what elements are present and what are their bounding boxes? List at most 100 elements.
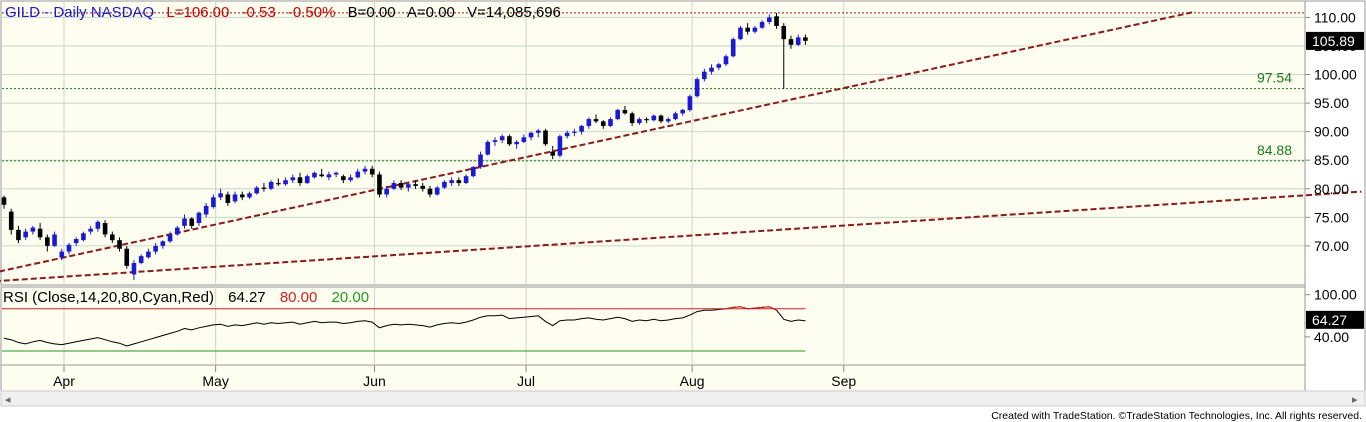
- candlestick: [427, 185, 433, 198]
- candle-body: [781, 25, 787, 40]
- price-tick-label: 85.00: [1314, 152, 1349, 168]
- candle-body: [528, 132, 534, 138]
- candlestick: [442, 180, 447, 189]
- candle-body: [203, 205, 209, 215]
- candlestick: [528, 131, 534, 141]
- chart-header: GILD - Daily NASDAQ L=106.00 -0.53 -0.50…: [5, 4, 561, 21]
- candle-body: [463, 176, 469, 184]
- rsi-line: [3, 306, 806, 347]
- price-tick-label: 110.00: [1314, 9, 1356, 25]
- candle-body: [268, 181, 274, 189]
- candle-body: [59, 251, 65, 258]
- candlestick: [290, 174, 296, 184]
- candle-body: [694, 79, 700, 97]
- axis-labels: AprMayJunJulAugSep110.00105.00100.0095.0…: [53, 9, 1364, 389]
- candlestick: [30, 225, 36, 235]
- horizontal-scrollbar[interactable]: ◂ ▸: [0, 390, 1366, 407]
- candle-body: [564, 132, 570, 137]
- rsi-overbought-segment: [718, 308, 727, 310]
- candlestick: [225, 191, 231, 206]
- candlestick: [420, 183, 426, 192]
- candlestick: [341, 174, 346, 184]
- candle-body: [333, 172, 339, 175]
- candlestick: [16, 225, 21, 244]
- candle-body: [774, 16, 779, 26]
- candlestick: [759, 20, 765, 29]
- candle-body: [131, 263, 137, 275]
- candle-body: [658, 115, 664, 122]
- price-tick-label: 95.00: [1314, 95, 1349, 111]
- candlestick: [702, 68, 707, 82]
- candlestick: [622, 105, 628, 115]
- candle-body: [406, 184, 411, 188]
- candle-body: [629, 113, 635, 124]
- rsi-overbought-segment: [747, 307, 755, 310]
- candle-body: [557, 136, 563, 156]
- candle-body: [550, 151, 556, 156]
- candle-body: [66, 244, 72, 252]
- candle-body: [622, 109, 628, 114]
- candlestick: [492, 137, 498, 146]
- candlesticks: [1, 12, 808, 281]
- candle-body: [680, 109, 685, 114]
- rsi-overbought-segment: [754, 306, 763, 309]
- candlestick: [615, 108, 620, 121]
- candlestick: [788, 35, 794, 49]
- ask-label: A=0.00: [407, 4, 455, 21]
- candle-body: [30, 227, 36, 232]
- candle-body: [745, 27, 750, 32]
- candle-body: [471, 167, 476, 177]
- candlestick: [37, 223, 43, 241]
- candle-body: [730, 39, 736, 57]
- candlestick: [593, 114, 599, 124]
- rsi-tick-label: 100.00: [1314, 287, 1357, 303]
- candle-body: [449, 180, 454, 184]
- volume-label: V=14,085,696: [467, 4, 561, 21]
- candlestick: [658, 114, 664, 124]
- candlestick: [745, 23, 750, 35]
- candlestick: [146, 248, 151, 259]
- candle-body: [73, 239, 79, 244]
- candle-body: [247, 193, 252, 198]
- candlestick: [795, 34, 801, 46]
- candle-body: [369, 168, 375, 175]
- candle-body: [427, 188, 433, 195]
- candlestick: [102, 220, 108, 238]
- candlestick: [600, 120, 606, 129]
- candlestick: [377, 171, 382, 198]
- candle-body: [478, 154, 483, 168]
- candlestick: [218, 188, 223, 201]
- candlestick: [391, 180, 397, 190]
- rsi-value-label: 64.27: [228, 289, 266, 306]
- price-tick-label: 75.00: [1314, 209, 1349, 225]
- candlestick: [95, 220, 101, 232]
- candlestick: [348, 174, 353, 182]
- candlestick: [73, 237, 79, 246]
- month-label: May: [202, 373, 228, 389]
- candle-body: [117, 240, 122, 249]
- rsi-tick-label: 40.00: [1314, 329, 1349, 345]
- candle-body: [391, 183, 397, 189]
- bid-label: B=0.00: [348, 4, 396, 21]
- candle-body: [514, 141, 519, 145]
- candle-body: [1, 197, 7, 205]
- candle-body: [788, 39, 794, 45]
- candlestick: [59, 248, 65, 261]
- candle-body: [153, 245, 158, 252]
- candle-body: [326, 174, 332, 178]
- candle-body: [239, 194, 245, 198]
- candlestick: [384, 185, 389, 198]
- candlestick: [471, 165, 476, 178]
- candlestick: [406, 183, 411, 192]
- scroll-right-icon[interactable]: ▸: [1352, 394, 1358, 406]
- candle-body: [297, 177, 303, 184]
- candlestick: [781, 23, 787, 89]
- candle-body: [290, 177, 296, 181]
- candle-body: [124, 248, 130, 266]
- trendlines: [0, 10, 1362, 282]
- candle-body: [138, 256, 144, 264]
- support-label: 97.54: [1257, 70, 1292, 86]
- candle-body: [196, 212, 202, 224]
- candle-body: [225, 194, 231, 204]
- scroll-left-icon[interactable]: ◂: [5, 394, 11, 406]
